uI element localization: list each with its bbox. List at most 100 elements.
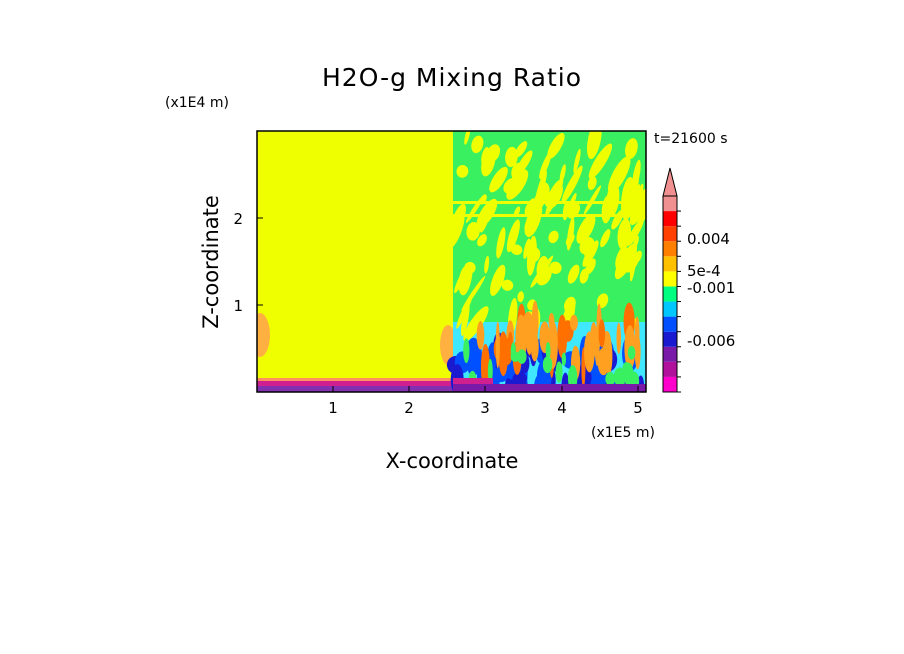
uniform-region (257, 131, 453, 392)
colorbar-label: 5e-4 (687, 262, 721, 280)
moisture-streak (489, 166, 508, 193)
moisture-streak (583, 242, 595, 258)
moisture-streak (625, 138, 638, 159)
moisture-streak (471, 135, 484, 154)
moisture-streak (583, 185, 602, 215)
moist-plume (476, 321, 485, 350)
colorbar-frame (662, 195, 678, 393)
green-pocket (463, 338, 470, 364)
moisture-streak (586, 131, 602, 160)
x-tick-label: 5 (633, 399, 643, 417)
green-pocket (545, 342, 551, 360)
moisture-streak (496, 227, 506, 259)
colorbar-level (663, 301, 677, 317)
green-pocket (561, 352, 567, 367)
moisture-streak (573, 148, 581, 174)
uniform-bottom-layer (257, 386, 453, 392)
moist-plume (594, 325, 600, 367)
colorbar-level (663, 346, 677, 362)
x-axis: 1 2 3 4 5 (328, 386, 643, 417)
x-tick-label: 2 (404, 399, 414, 417)
moisture-streak (523, 238, 531, 260)
moisture-streak (559, 164, 566, 184)
moisture-streak (567, 264, 580, 284)
colorbar-arrow (662, 167, 678, 197)
moisture-streak (534, 169, 547, 210)
colorbar-level (663, 331, 677, 347)
colorbar-level (663, 376, 677, 392)
moisture-streak (549, 261, 562, 274)
moisture-streak (614, 243, 638, 280)
bottom-layer (453, 384, 646, 392)
moisture-streak (587, 176, 597, 190)
colorbar-label: 0.004 (687, 230, 730, 248)
horizontal-band (453, 201, 646, 204)
moisture-streak (517, 291, 524, 303)
moisture-streak (606, 182, 620, 217)
moisture-streak (510, 244, 523, 255)
y-tick-label: 2 (233, 210, 243, 228)
moisture-streak (446, 210, 465, 249)
moisture-streak (632, 235, 639, 250)
moisture-streak (566, 192, 577, 216)
moisture-streak (576, 214, 596, 244)
moisture-streak (629, 246, 637, 282)
moisture-streak (477, 234, 487, 247)
x-tick-label: 4 (557, 399, 567, 417)
colorbar-level (663, 196, 677, 212)
colorbar-level (663, 256, 677, 272)
moisture-streak (481, 148, 496, 177)
green-pocket (510, 351, 520, 363)
moist-plume (557, 314, 568, 359)
moisture-streak (479, 202, 491, 233)
moisture-streak (463, 306, 489, 342)
colorbar-level (663, 361, 677, 377)
left-edge-plume (257, 313, 270, 357)
moisture-streak (466, 265, 473, 290)
y-axis: 1 2 (233, 210, 263, 315)
moist-plume (547, 320, 558, 369)
moisture-streak (588, 143, 613, 179)
moist-plume (616, 322, 621, 354)
plot-frame (256, 130, 647, 393)
moisture-streak (527, 247, 541, 263)
moisture-streak (600, 229, 611, 248)
uniform-surface-layer (257, 381, 453, 386)
green-pocket (487, 358, 493, 384)
colorbar-label: -0.001 (687, 279, 735, 297)
green-pocket (605, 372, 616, 386)
moisture-streak (503, 178, 517, 194)
plot-area (257, 131, 646, 392)
moisture-streak (456, 164, 469, 178)
moisture-streak (516, 150, 533, 175)
turbulent-region (446, 131, 646, 392)
colorbar-level (663, 226, 677, 242)
moisture-streak (536, 256, 549, 280)
y-axis-label: Z-coordinate (199, 195, 223, 329)
moisture-streak (466, 221, 480, 241)
moisture-streak (629, 200, 645, 226)
moisture-streak (525, 201, 543, 238)
green-pocket (627, 345, 636, 360)
x-axis-label: X-coordinate (386, 449, 519, 473)
surface-patch (453, 378, 493, 384)
colorbar-level (663, 271, 677, 287)
chart-title: H2O-g Mixing Ratio (322, 63, 582, 92)
moisture-streak (484, 255, 490, 274)
colorbar-level (663, 316, 677, 332)
moisture-streak (626, 218, 644, 247)
horizontal-band (453, 214, 646, 217)
y-unit-label: (x1E4 m) (165, 95, 229, 111)
moisture-streak (627, 184, 641, 214)
colorbar-label: -0.006 (687, 332, 735, 350)
x-tick-label: 3 (480, 399, 490, 417)
green-pocket (622, 362, 631, 374)
moisture-streak (505, 146, 518, 168)
moisture-streak (561, 165, 583, 204)
colorbar-level (663, 286, 677, 302)
moist-plume (598, 319, 606, 348)
moisture-streak (506, 219, 520, 253)
green-pocket (542, 356, 553, 374)
moisture-streak (547, 132, 565, 159)
